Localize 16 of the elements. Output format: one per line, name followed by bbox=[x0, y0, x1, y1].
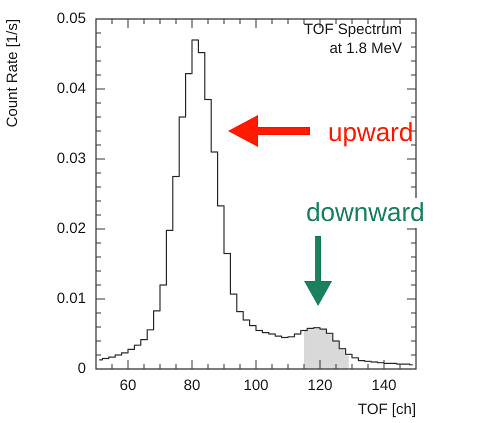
x-tick-label: 120 bbox=[307, 377, 333, 394]
annotation: downward bbox=[306, 197, 425, 227]
y-tick-label: 0.01 bbox=[56, 290, 86, 308]
y-axis-title: Count Rate [1/s] bbox=[4, 19, 22, 128]
x-tick-label: 140 bbox=[371, 377, 397, 394]
y-tick-label: 0 bbox=[78, 360, 86, 378]
y-tick-label: 0.05 bbox=[56, 10, 86, 28]
annotation: upward bbox=[328, 117, 414, 147]
x-tick-label: 60 bbox=[120, 377, 136, 394]
text: TOF Spectrum at 1.8 MeV bbox=[302, 20, 402, 58]
y-tick-label: 0.04 bbox=[56, 80, 86, 98]
x-tick-label: 100 bbox=[243, 377, 269, 394]
x-tick-label: 80 bbox=[184, 377, 200, 394]
y-tick-label: 0.03 bbox=[56, 150, 86, 168]
y-tick-label: 0.02 bbox=[56, 220, 86, 238]
x-axis-title: TOF [ch] bbox=[358, 401, 416, 418]
